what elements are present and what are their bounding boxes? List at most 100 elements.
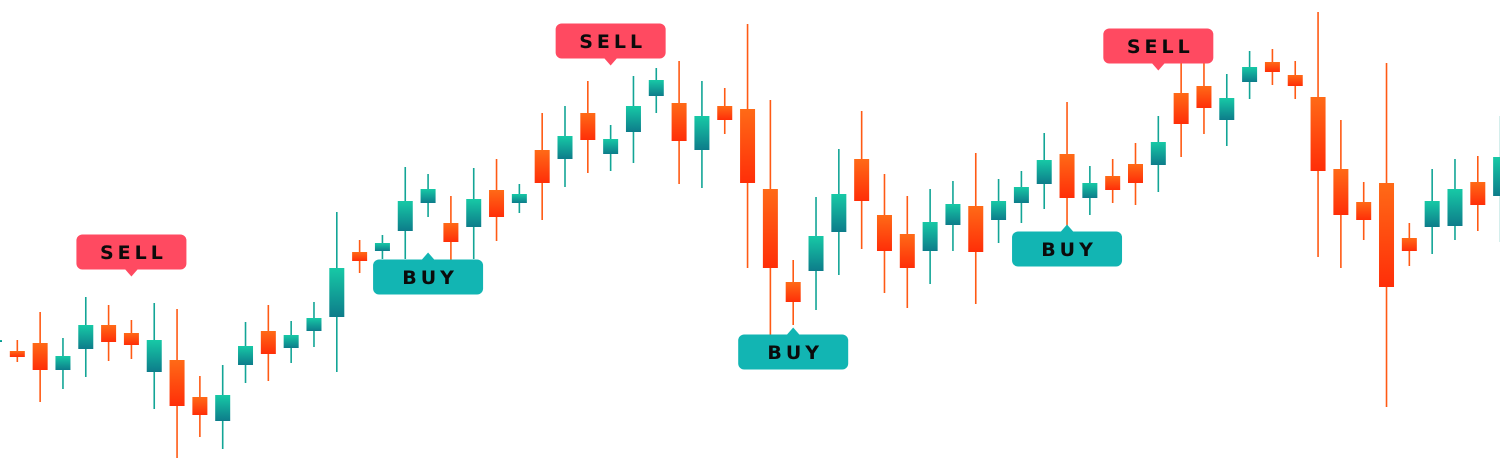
candle-body xyxy=(0,340,2,342)
buy-signal: BUY xyxy=(1012,224,1123,267)
signal-pointer xyxy=(421,252,436,261)
candle xyxy=(762,100,778,358)
candle xyxy=(1493,116,1500,242)
signal-label: BUY xyxy=(767,342,823,364)
candle-body xyxy=(785,282,801,302)
candle-body xyxy=(648,80,664,96)
signal-label: SELL xyxy=(579,31,646,53)
candle-body xyxy=(694,116,710,150)
candle-body xyxy=(352,252,368,261)
candle xyxy=(306,302,322,347)
signal-pointer xyxy=(1060,224,1075,233)
candle-body xyxy=(1401,238,1417,251)
candle xyxy=(55,338,71,389)
candle-body xyxy=(238,346,254,365)
candle xyxy=(876,174,892,293)
candle xyxy=(1013,171,1029,223)
candle-body xyxy=(192,397,208,415)
candle xyxy=(1173,59,1189,157)
candle xyxy=(1036,133,1052,209)
candle xyxy=(466,168,482,259)
candle xyxy=(1219,74,1235,146)
candle-body xyxy=(1242,67,1258,82)
candle-body xyxy=(625,106,641,132)
candle-body xyxy=(1447,189,1463,226)
candle xyxy=(443,196,459,266)
candle xyxy=(808,197,824,310)
candle xyxy=(1333,120,1349,268)
candle-body xyxy=(1196,86,1212,108)
signal-pointer xyxy=(124,268,139,277)
candle xyxy=(101,305,117,361)
signal-pointer xyxy=(603,57,618,66)
candle xyxy=(260,305,276,381)
candle-body xyxy=(1105,176,1121,190)
candle-body xyxy=(740,109,756,183)
candle xyxy=(991,179,1007,243)
candle xyxy=(603,125,619,171)
candle-body xyxy=(603,139,619,154)
candle-body xyxy=(169,360,185,406)
candle xyxy=(899,196,915,308)
candle xyxy=(489,159,505,241)
candle-body xyxy=(945,204,961,225)
candle xyxy=(397,167,413,259)
candle xyxy=(1447,159,1463,240)
candle-body xyxy=(899,234,915,268)
candle xyxy=(374,235,390,259)
candle-body xyxy=(1059,154,1075,198)
signal-label: BUY xyxy=(402,267,458,289)
candle-body xyxy=(1082,183,1098,198)
candle-body xyxy=(146,340,162,372)
candle xyxy=(1128,143,1143,205)
candle xyxy=(1470,156,1486,231)
candle xyxy=(534,113,550,220)
candle-body xyxy=(215,395,231,421)
candle xyxy=(1105,159,1121,203)
candle-body xyxy=(1287,75,1303,86)
candle-body xyxy=(32,343,48,370)
candle-body xyxy=(1150,142,1166,165)
candle xyxy=(1242,51,1258,99)
candle-body xyxy=(808,236,824,271)
candle-body xyxy=(1379,183,1395,287)
candle-body xyxy=(1310,97,1326,171)
candle-body xyxy=(534,150,550,183)
candle xyxy=(329,212,345,372)
candle xyxy=(215,365,231,449)
candle xyxy=(78,297,94,377)
candle xyxy=(945,181,961,251)
signal-label: SELL xyxy=(1127,36,1194,58)
signal-badge xyxy=(76,234,187,270)
signal-badge xyxy=(555,23,666,59)
candle xyxy=(1379,63,1395,407)
candle-body xyxy=(1424,201,1440,227)
signal-label: BUY xyxy=(1041,239,1097,261)
candle-body xyxy=(101,325,117,342)
candle-body xyxy=(854,159,870,201)
candle xyxy=(283,321,299,363)
candle-body xyxy=(717,106,733,120)
candle-body xyxy=(1013,187,1029,203)
candle-body xyxy=(306,318,322,331)
candle-body xyxy=(1356,202,1372,220)
candle-body xyxy=(511,194,527,203)
candle xyxy=(511,184,527,213)
candle-body xyxy=(123,333,139,345)
candle xyxy=(922,189,938,284)
candle-body xyxy=(831,194,847,232)
candle xyxy=(1196,59,1212,134)
candle-body xyxy=(489,190,505,217)
candle-body xyxy=(1036,160,1052,184)
candle-body xyxy=(1173,93,1189,124)
candle-body xyxy=(876,215,892,251)
buy-signal: BUY xyxy=(373,252,484,295)
candle xyxy=(1150,116,1166,192)
candle xyxy=(671,61,687,184)
sell-signal: SELL xyxy=(555,23,666,66)
candle xyxy=(831,149,847,275)
candle-body xyxy=(443,223,459,242)
candle xyxy=(1401,223,1417,266)
candle-body xyxy=(991,201,1007,220)
